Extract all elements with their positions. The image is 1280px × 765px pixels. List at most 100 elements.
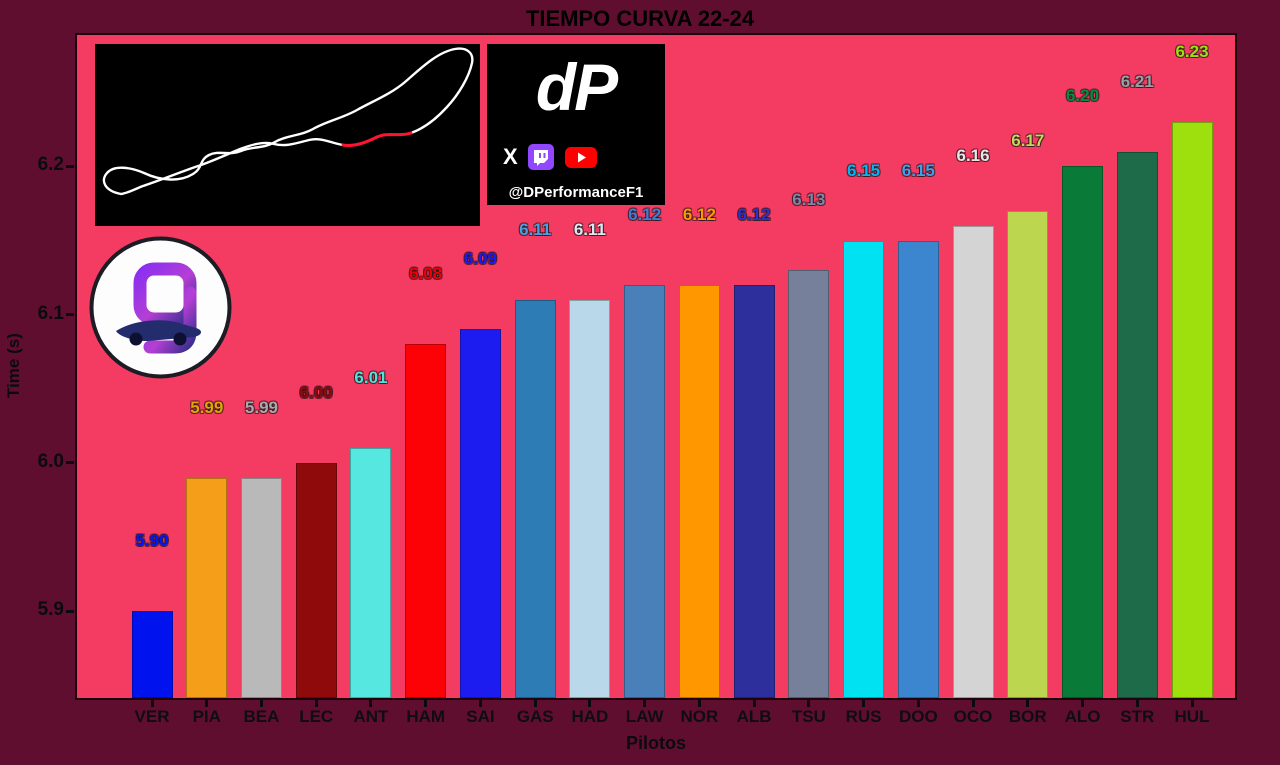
bar xyxy=(1007,210,1049,698)
bar-value-label: 6.12 xyxy=(682,204,716,224)
bar-value-label: 6.20 xyxy=(1065,86,1100,106)
x-tick-label: TSU xyxy=(791,707,826,726)
bar xyxy=(459,329,501,698)
bar-value-label: 6.00 xyxy=(299,382,333,402)
chart-title: TIEMPO CURVA 22-24 xyxy=(525,6,755,31)
bar xyxy=(405,344,447,698)
logo-car-wheel xyxy=(173,332,187,346)
bar-value-label: 6.01 xyxy=(354,368,388,388)
bar-value-label: 6.17 xyxy=(1011,130,1045,150)
bar-value-label: 6.13 xyxy=(792,190,826,210)
track-outline xyxy=(102,47,474,196)
x-tick-label: ANT xyxy=(353,707,389,726)
track-highlight-segment xyxy=(341,131,413,147)
x-tick-mark xyxy=(916,700,920,707)
bar-value-label: 5.99 xyxy=(244,397,279,417)
track-map-background xyxy=(95,44,480,226)
x-tick-mark xyxy=(205,700,209,707)
bar xyxy=(240,477,282,698)
bar-value-label: 6.12 xyxy=(737,204,771,224)
x-tick-mark xyxy=(259,700,263,707)
bar xyxy=(1062,166,1104,698)
youtube-icon xyxy=(564,147,597,168)
bar xyxy=(186,477,228,698)
bar-value-label: 5.99 xyxy=(190,397,224,417)
logo-circle xyxy=(89,236,232,379)
bar-value-label: 6.15 xyxy=(901,160,935,180)
x-tick-label: OCO xyxy=(953,707,993,726)
bar xyxy=(678,284,720,698)
x-tick-mark xyxy=(150,700,154,707)
dp-handle-text: @DPerformanceF1 xyxy=(508,184,644,201)
circular-logo xyxy=(89,236,232,379)
bar xyxy=(843,240,885,698)
x-tick-label: HAD xyxy=(571,707,609,726)
y-tick-label: 6.2 xyxy=(37,154,64,176)
x-tick-mark xyxy=(533,700,537,707)
x-tick-mark xyxy=(1081,700,1085,707)
x-tick-mark xyxy=(314,700,318,707)
y-tick-label: 5.9 xyxy=(37,599,64,621)
bar-value-label: 6.15 xyxy=(847,160,881,180)
x-tick-mark xyxy=(643,700,647,707)
bar xyxy=(897,240,939,698)
bar-value-label: 6.08 xyxy=(409,264,443,284)
y-tick-label: 6.1 xyxy=(37,302,64,324)
bar-value-label: 6.23 xyxy=(1175,41,1209,61)
bar-value-label: 6.16 xyxy=(956,145,990,165)
x-tick-label: NOR xyxy=(680,707,719,726)
x-tick-label: ALO xyxy=(1064,707,1101,726)
x-tick-mark xyxy=(369,700,373,707)
x-tick-mark xyxy=(478,700,482,707)
x-tick-mark xyxy=(807,700,811,707)
dp-logo-panel: dP X @DPerformanceF1 xyxy=(487,44,665,205)
y-tick-mark xyxy=(66,164,74,168)
bar xyxy=(1116,151,1158,698)
bar xyxy=(569,299,611,698)
logo-car-wheel xyxy=(129,332,143,346)
bar-value-label: 6.11 xyxy=(519,219,552,239)
x-tick-label: BEA xyxy=(243,707,280,726)
x-tick-label: HUL xyxy=(1174,707,1210,726)
x-tick-mark xyxy=(752,700,756,707)
bar xyxy=(952,225,994,698)
social-icons-row: X xyxy=(503,143,598,171)
bar xyxy=(1171,121,1213,698)
x-tick-label: LEC xyxy=(299,707,334,726)
x-tick-label: ALB xyxy=(736,707,772,726)
x-tick-mark xyxy=(862,700,866,707)
twitch-icon xyxy=(527,144,554,170)
dp-logo: dP xyxy=(535,50,618,124)
bar xyxy=(733,284,775,698)
x-tick-mark xyxy=(1135,700,1139,707)
y-tick-mark xyxy=(66,461,74,465)
x-tick-mark xyxy=(971,700,975,707)
x-tick-mark xyxy=(697,700,701,707)
y-tick-mark xyxy=(66,313,74,317)
bar xyxy=(788,270,830,698)
x-icon: X xyxy=(503,144,518,169)
x-tick-mark xyxy=(1190,700,1194,707)
bar xyxy=(350,448,392,698)
bar-value-label: 6.09 xyxy=(463,249,497,269)
x-tick-label: LAW xyxy=(625,707,664,726)
bar xyxy=(514,299,556,698)
y-tick-mark xyxy=(66,609,74,613)
x-tick-mark xyxy=(1026,700,1030,707)
x-tick-label: RUS xyxy=(845,707,882,726)
bar-value-label: 6.21 xyxy=(1120,71,1154,91)
x-tick-label: BOR xyxy=(1008,707,1047,726)
x-tick-mark xyxy=(588,700,592,707)
x-tick-label: VER xyxy=(134,707,170,726)
x-tick-label: GAS xyxy=(516,707,554,726)
track-map xyxy=(95,44,480,226)
bar xyxy=(295,462,337,698)
x-tick-label: DOO xyxy=(898,707,938,726)
bar-value-label: 5.90 xyxy=(135,531,169,551)
bar-value-label: 6.12 xyxy=(628,204,662,224)
x-tick-mark xyxy=(424,700,428,707)
x-tick-label: SAI xyxy=(466,707,495,726)
x-tick-label: STR xyxy=(1120,707,1155,726)
bar-value-label: 6.11 xyxy=(573,219,606,239)
